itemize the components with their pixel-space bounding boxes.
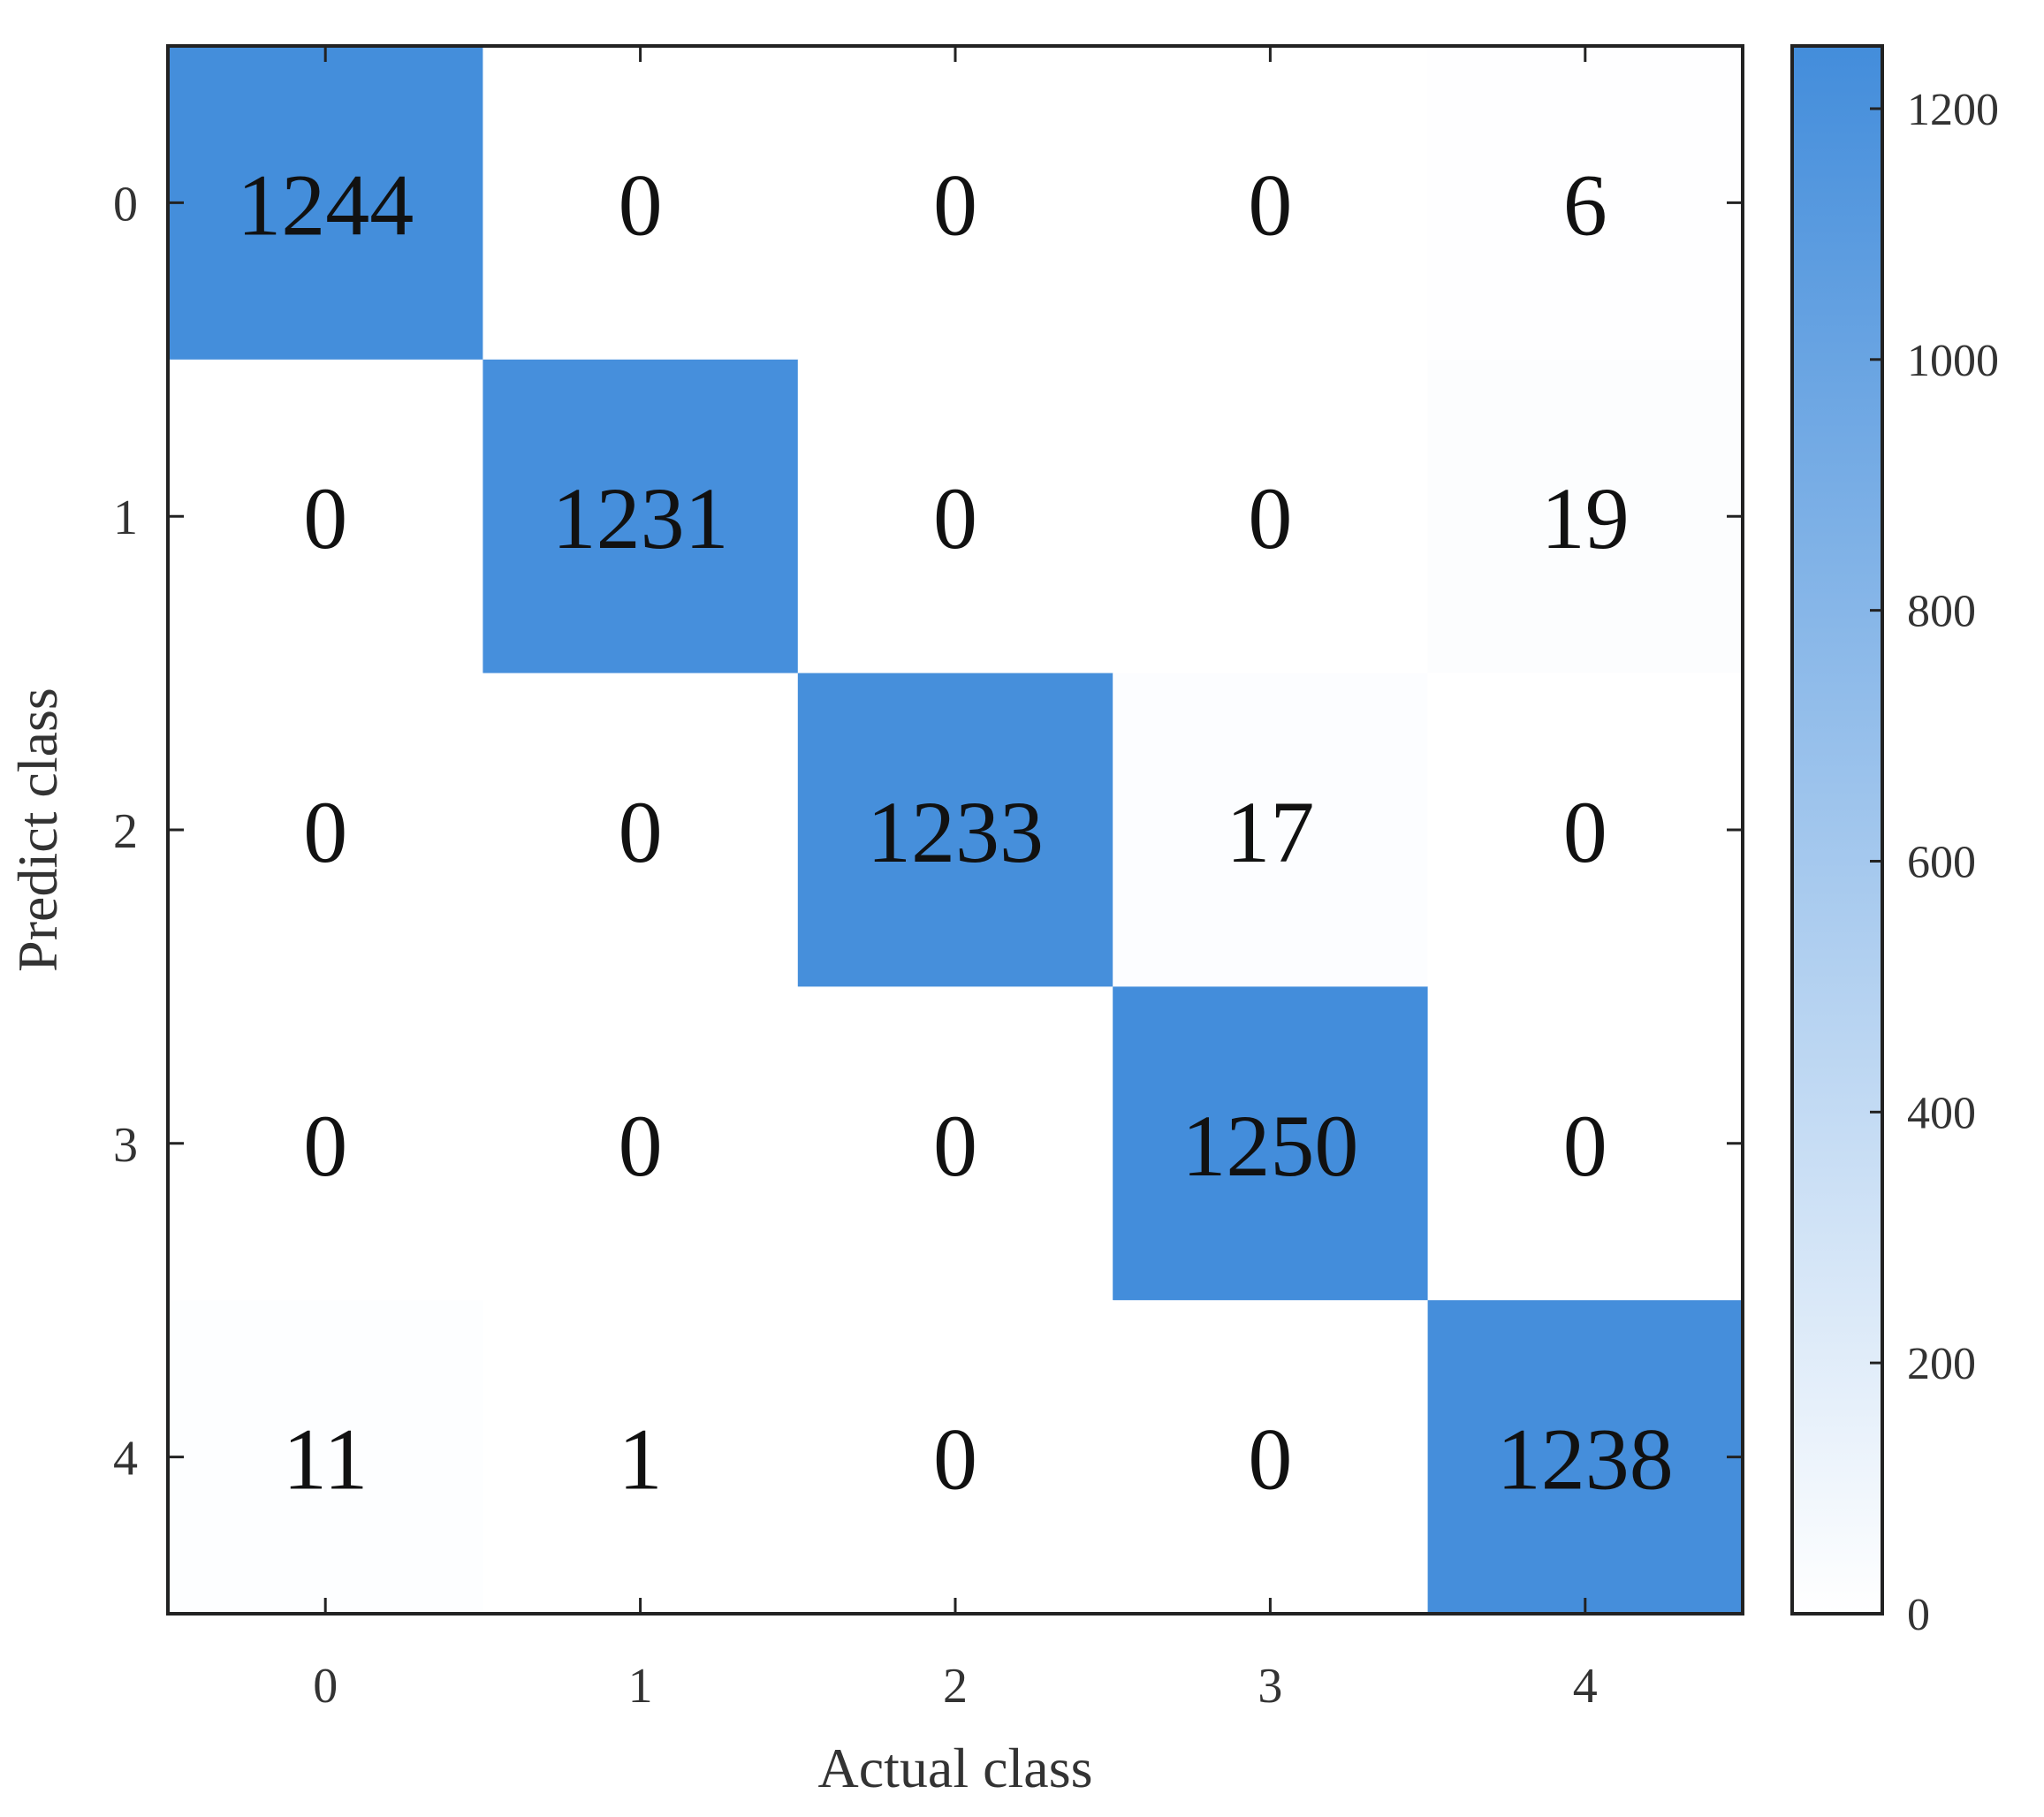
heatmap-cell-r2-c0 [168, 673, 483, 987]
heatmap-cell-r1-c2 [797, 359, 1113, 674]
colorbar-tick-label-5: 1000 [1907, 336, 1999, 386]
heatmap-cell-r4-c1 [483, 1300, 799, 1615]
heatmap-cell-r2-c4 [1427, 673, 1744, 987]
cell-value-label-r4-c2: 0 [933, 1410, 977, 1509]
heatmap-cell-r0-c0 [168, 46, 483, 361]
heatmap-cell-r2-c3 [1113, 673, 1429, 987]
heatmap-cell-r0-c3 [1113, 46, 1429, 361]
heatmap-cell-r3-c2 [797, 986, 1113, 1301]
cell-value-label-r0-c0: 1244 [237, 156, 414, 254]
cell-value-label-r1-c0: 0 [303, 469, 347, 567]
heatmap-cells [168, 46, 1744, 1615]
heatmap-cell-r4-c0 [168, 1300, 483, 1615]
heatmap-cell-r2-c2 [797, 673, 1113, 987]
heatmap-cell-r2-c1 [483, 673, 799, 987]
cell-value-label-r4-c1: 1 [619, 1410, 663, 1509]
y-tick-label-2: 2 [113, 804, 138, 859]
cell-value-label-r2-c4: 0 [1563, 783, 1607, 881]
y-axis-title: Predict class [6, 688, 69, 972]
x-tick-label-2: 2 [943, 1659, 968, 1714]
heatmap-cell-r1-c0 [168, 359, 483, 674]
heatmap-cell-r4-c4 [1427, 1300, 1744, 1615]
heatmap-cell-r1-c1 [483, 359, 799, 674]
colorbar-tick-label-3: 600 [1907, 837, 1976, 887]
cell-value-labels: 1244 0 0 0 60 1231 0 0 190 0 1233 17 00 0 0 1250 011 1 0 0 1… [237, 156, 1674, 1508]
heatmap-cell-r0-c1 [483, 46, 799, 361]
y-tick-label-4: 4 [113, 1432, 138, 1486]
cell-value-label-r2-c2: 1233 [867, 783, 1044, 881]
cell-value-label-r0-c2: 0 [933, 156, 977, 254]
colorbar-tick-labels: 0 200 400 600 800 1000 1200 [1907, 85, 1999, 1640]
x-tick-label-1: 1 [628, 1659, 653, 1714]
cell-value-label-r3-c1: 0 [619, 1097, 663, 1195]
cell-value-label-r3-c0: 0 [303, 1097, 347, 1195]
y-axis-tick-labels: 0 1 2 3 4 [113, 177, 138, 1486]
heatmap-cell-r3-c1 [483, 986, 799, 1301]
colorbar-tick-label-4: 800 [1907, 587, 1976, 637]
cell-value-label-r3-c3: 1250 [1182, 1097, 1358, 1195]
heatmap-cell-r3-c3 [1113, 986, 1429, 1301]
cell-value-label-r4-c3: 0 [1248, 1410, 1292, 1509]
cell-value-label-r2-c1: 0 [619, 783, 663, 881]
cell-value-label-r1-c1: 1231 [552, 469, 729, 567]
colorbar [1790, 44, 1884, 1616]
y-tick-label-0: 0 [113, 177, 138, 232]
cell-value-label-r4-c0: 11 [283, 1410, 368, 1509]
colorbar-ticks [1870, 107, 1882, 1616]
x-axis-tick-labels: 0 1 2 3 4 [313, 1659, 1598, 1714]
y-tick-label-1: 1 [113, 490, 138, 545]
colorbar-tick-label-0: 0 [1907, 1590, 1930, 1640]
cell-value-label-r0-c4: 6 [1563, 156, 1607, 254]
x-axis-title: Actual class [818, 1737, 1093, 1799]
heatmap-cell-r3-c4 [1427, 986, 1744, 1301]
y-tick-label-3: 3 [113, 1118, 138, 1173]
heatmap-cell-r4-c3 [1113, 1300, 1429, 1615]
cell-value-label-r0-c1: 0 [619, 156, 663, 254]
colorbar-tick-label-6: 1200 [1907, 85, 1999, 135]
cell-value-label-r1-c3: 0 [1248, 469, 1292, 567]
cell-value-label-r3-c2: 0 [933, 1097, 977, 1195]
heatmap-cell-r1-c3 [1113, 359, 1429, 674]
cell-value-label-r4-c4: 1238 [1497, 1410, 1674, 1509]
cell-value-label-r2-c3: 17 [1226, 783, 1314, 881]
heatmap-cell-r1-c4 [1427, 359, 1744, 674]
heatmap-cell-r0-c4 [1427, 46, 1744, 361]
axis-ticks [168, 46, 1743, 1614]
cell-value-label-r3-c4: 0 [1563, 1097, 1607, 1195]
x-tick-label-3: 3 [1258, 1659, 1282, 1714]
heatmap-cell-r0-c2 [797, 46, 1113, 361]
x-tick-label-0: 0 [313, 1659, 338, 1714]
heatmap-cell-r3-c0 [168, 986, 483, 1301]
x-tick-label-4: 4 [1573, 1659, 1598, 1714]
cell-value-label-r1-c4: 19 [1541, 469, 1630, 567]
cell-value-label-r2-c0: 0 [303, 783, 347, 881]
colorbar-tick-label-2: 400 [1907, 1088, 1976, 1138]
heatmap-cell-r4-c2 [797, 1300, 1113, 1615]
cell-value-label-r0-c3: 0 [1248, 156, 1292, 254]
cell-value-label-r1-c2: 0 [933, 469, 977, 567]
colorbar-tick-label-1: 200 [1907, 1339, 1976, 1389]
